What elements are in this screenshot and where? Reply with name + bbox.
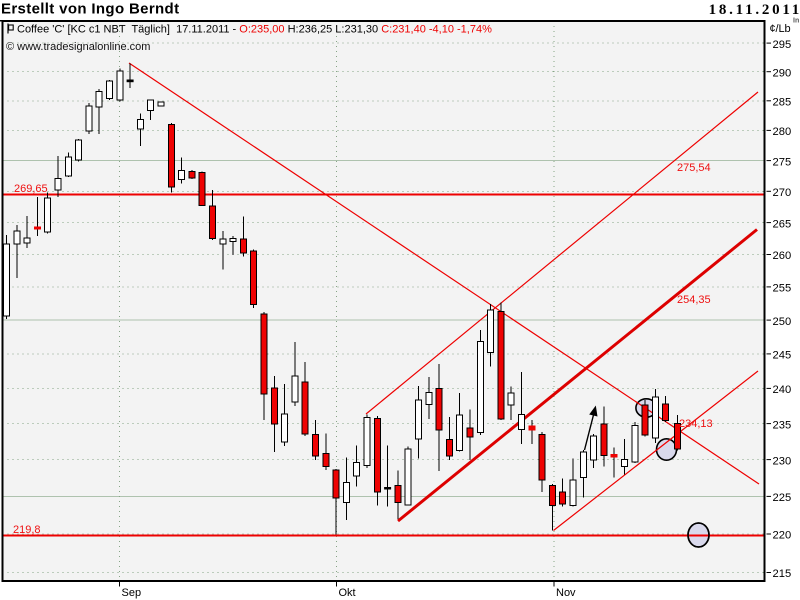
svg-text:In: In [793, 18, 799, 25]
svg-text:215: 215 [773, 568, 792, 580]
svg-text:225: 225 [773, 492, 792, 504]
svg-text:Coffee 'C' [KC c1 NBT Täglich: Coffee 'C' [KC c1 NBT Täglich] 17.11.201… [17, 24, 492, 36]
svg-text:254,35: 254,35 [677, 294, 711, 306]
svg-text:265: 265 [773, 218, 792, 230]
svg-text:270: 270 [773, 187, 792, 199]
svg-text:269,65: 269,65 [14, 183, 48, 195]
svg-text:234,13: 234,13 [679, 418, 713, 430]
svg-text:Okt: Okt [339, 587, 356, 599]
svg-text:Erstellt von Ingo Berndt: Erstellt von Ingo Berndt [1, 1, 179, 18]
svg-text:Nov: Nov [556, 587, 576, 599]
svg-text:219,8: 219,8 [13, 524, 41, 536]
svg-text:220: 220 [773, 530, 792, 542]
svg-text:18.11.2011: 18.11.2011 [709, 2, 800, 18]
svg-text:275: 275 [773, 156, 792, 168]
svg-text:Sep: Sep [122, 587, 142, 599]
svg-text:¢/Lb: ¢/Lb [770, 23, 791, 35]
svg-text:255: 255 [773, 283, 792, 295]
svg-text:240: 240 [773, 384, 792, 396]
svg-text:260: 260 [773, 250, 792, 262]
svg-text:275,54: 275,54 [677, 162, 711, 174]
svg-text:295: 295 [773, 39, 792, 51]
svg-text:290: 290 [773, 67, 792, 79]
svg-text:280: 280 [773, 126, 792, 138]
svg-text:230: 230 [773, 455, 792, 467]
svg-text:235: 235 [773, 419, 792, 431]
svg-text:285: 285 [773, 97, 792, 109]
svg-text:250: 250 [773, 316, 792, 328]
svg-text:245: 245 [773, 350, 792, 362]
svg-text:© www.tradesignalonline.com: © www.tradesignalonline.com [6, 41, 150, 53]
